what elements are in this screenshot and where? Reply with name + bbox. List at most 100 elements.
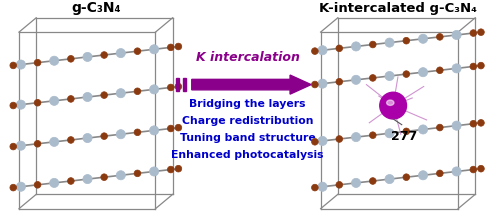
Text: 277: 277 (392, 130, 417, 143)
Circle shape (168, 84, 174, 91)
Circle shape (34, 59, 41, 66)
Circle shape (68, 178, 74, 184)
Circle shape (478, 62, 484, 69)
Circle shape (352, 178, 360, 188)
Text: K-intercalated g-C₃N₄: K-intercalated g-C₃N₄ (319, 2, 477, 15)
Circle shape (452, 30, 461, 39)
Circle shape (150, 45, 158, 54)
Circle shape (385, 129, 394, 138)
Circle shape (10, 62, 16, 69)
Circle shape (68, 56, 74, 62)
Circle shape (470, 30, 476, 36)
Circle shape (478, 29, 484, 35)
Circle shape (16, 141, 26, 150)
Circle shape (50, 137, 59, 147)
Circle shape (436, 33, 443, 40)
Circle shape (470, 120, 476, 127)
Circle shape (312, 184, 318, 191)
Circle shape (436, 170, 443, 177)
Circle shape (83, 92, 92, 102)
Circle shape (312, 138, 318, 145)
Circle shape (34, 99, 41, 106)
Circle shape (380, 92, 406, 119)
Circle shape (10, 143, 16, 150)
Circle shape (318, 46, 327, 55)
Circle shape (370, 132, 376, 138)
Circle shape (168, 125, 174, 132)
Circle shape (370, 178, 376, 184)
Circle shape (318, 136, 327, 145)
Text: Enhanced photocatalysis: Enhanced photocatalysis (172, 150, 324, 160)
Circle shape (370, 74, 376, 81)
Circle shape (478, 120, 484, 126)
Circle shape (336, 136, 342, 142)
Circle shape (403, 128, 409, 135)
Circle shape (352, 132, 360, 142)
Circle shape (10, 102, 16, 109)
FancyArrow shape (192, 75, 311, 94)
Circle shape (336, 78, 342, 85)
Circle shape (318, 182, 327, 191)
Circle shape (452, 121, 461, 130)
Circle shape (101, 92, 107, 98)
Circle shape (336, 182, 342, 188)
Circle shape (83, 175, 92, 184)
Circle shape (134, 48, 141, 55)
Circle shape (336, 45, 342, 52)
Circle shape (116, 130, 126, 139)
Circle shape (312, 48, 318, 54)
Circle shape (436, 124, 443, 131)
Circle shape (50, 178, 59, 188)
Circle shape (436, 67, 443, 74)
Circle shape (418, 171, 428, 180)
Circle shape (101, 174, 107, 181)
Circle shape (175, 124, 182, 131)
Text: g-C₃N₄: g-C₃N₄ (71, 1, 120, 15)
Circle shape (116, 171, 126, 180)
Circle shape (470, 166, 476, 173)
Circle shape (16, 60, 26, 69)
Circle shape (150, 126, 158, 135)
Circle shape (452, 64, 461, 73)
Text: Tuning band structure: Tuning band structure (180, 133, 316, 143)
Circle shape (101, 133, 107, 139)
Circle shape (403, 174, 409, 181)
Circle shape (312, 81, 318, 88)
Circle shape (403, 71, 409, 77)
Circle shape (150, 85, 158, 94)
Circle shape (134, 170, 141, 177)
Circle shape (68, 96, 74, 102)
Circle shape (385, 71, 394, 81)
Bar (183, 78, 186, 91)
Text: Bridging the layers: Bridging the layers (190, 99, 306, 109)
Circle shape (83, 134, 92, 143)
Circle shape (352, 42, 360, 51)
Circle shape (418, 68, 428, 77)
Circle shape (16, 182, 26, 191)
Circle shape (470, 63, 476, 70)
Ellipse shape (386, 100, 394, 105)
Circle shape (175, 83, 182, 90)
Text: Charge redistribution: Charge redistribution (182, 116, 314, 126)
Circle shape (101, 52, 107, 58)
Circle shape (168, 44, 174, 51)
Circle shape (34, 140, 41, 147)
Circle shape (403, 37, 409, 44)
Circle shape (116, 89, 126, 98)
Circle shape (134, 129, 141, 136)
Text: K intercalation: K intercalation (196, 51, 300, 64)
Circle shape (16, 100, 26, 109)
Circle shape (370, 41, 376, 48)
Circle shape (83, 52, 92, 62)
Circle shape (385, 38, 394, 47)
Circle shape (418, 34, 428, 43)
Circle shape (50, 96, 59, 105)
Circle shape (116, 49, 126, 58)
Circle shape (452, 167, 461, 176)
Circle shape (34, 182, 41, 188)
Circle shape (318, 79, 327, 88)
Circle shape (150, 167, 158, 176)
Circle shape (50, 56, 59, 65)
Circle shape (168, 166, 174, 173)
Circle shape (68, 137, 74, 143)
